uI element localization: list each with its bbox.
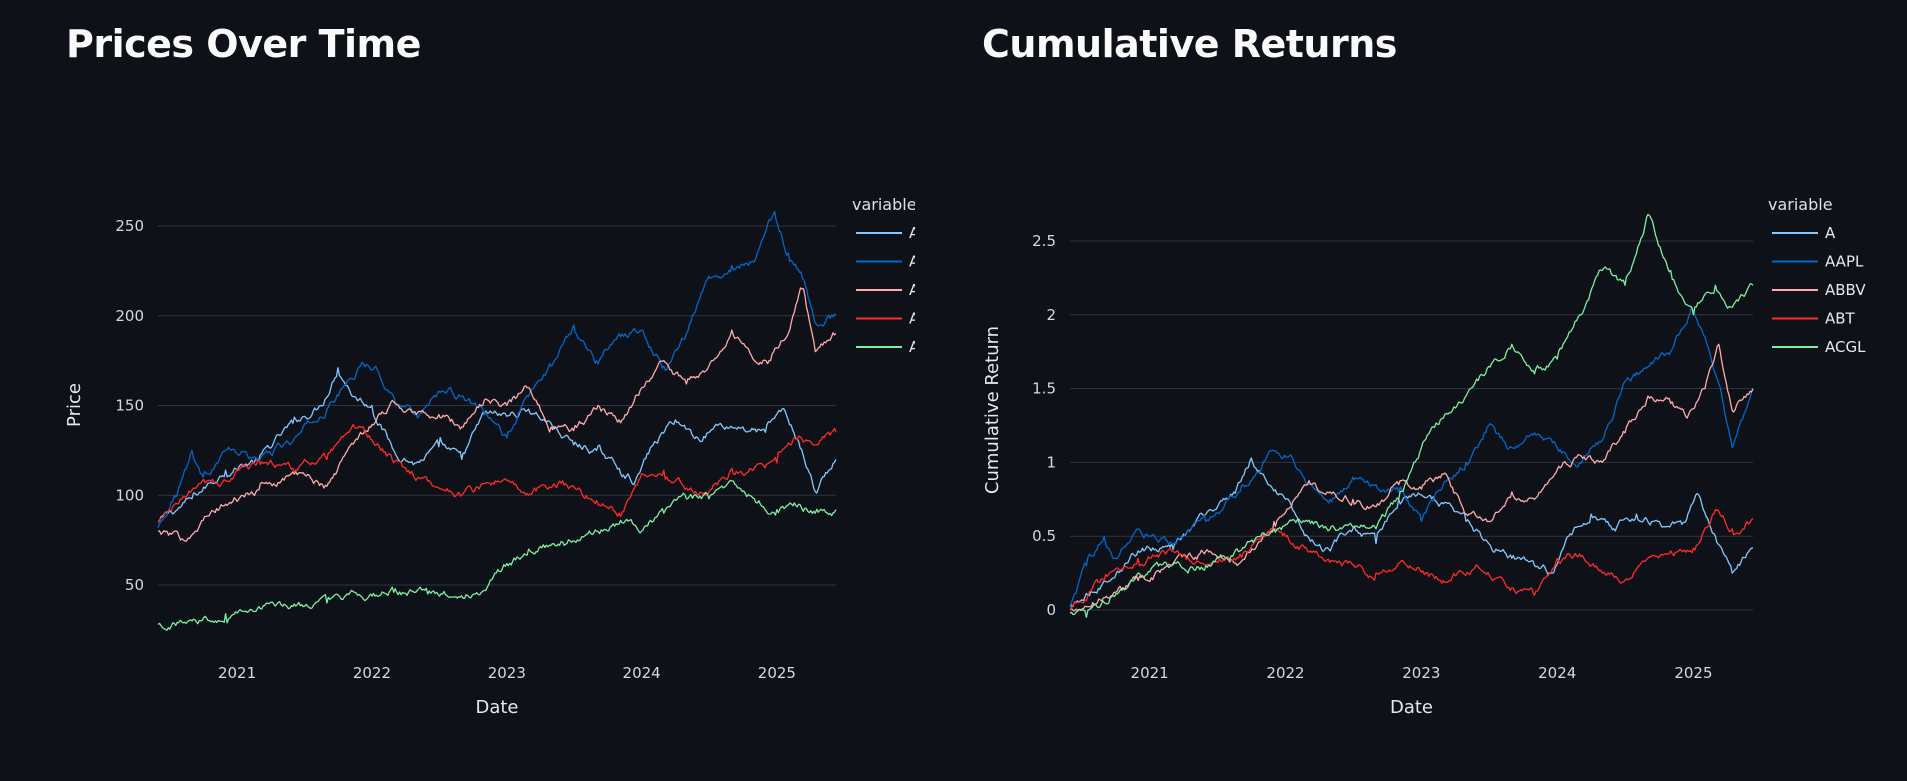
legend-label: A: [1825, 224, 1836, 242]
y-axis-title: Cumulative Return: [982, 326, 1003, 494]
x-tick-label: 2023: [1402, 664, 1440, 682]
legend-label: A: [909, 224, 915, 242]
y-tick-label: 0.5: [1032, 527, 1056, 545]
legend-item-abt[interactable]: ABT: [1772, 310, 1856, 328]
legend-label: ABT: [909, 310, 915, 328]
legend-label: ABT: [1825, 310, 1856, 328]
series-line-abbv[interactable]: [157, 287, 837, 542]
series-line-abt[interactable]: [157, 423, 837, 523]
legend-label: ABBV: [1825, 281, 1866, 299]
legend-title: variable: [852, 195, 915, 214]
y-axis-title: Price: [64, 383, 85, 427]
x-tick-label: 2022: [1266, 664, 1304, 682]
x-tick-label: 2024: [1538, 664, 1576, 682]
y-tick-label: 2.5: [1032, 232, 1056, 250]
legend-label: ACGL: [909, 338, 915, 356]
series-line-abt[interactable]: [1069, 508, 1754, 611]
x-tick-label: 2022: [353, 664, 391, 682]
legend-item-a[interactable]: A: [856, 224, 915, 242]
chart-title-prices: Prices Over Time: [66, 22, 421, 66]
legend-title: variable: [1768, 195, 1833, 214]
x-axis-title: Date: [1390, 697, 1433, 718]
legend-item-abt[interactable]: ABT: [856, 310, 915, 328]
legend-item-acgl[interactable]: ACGL: [856, 338, 915, 356]
series-line-aapl[interactable]: [1069, 306, 1754, 608]
x-tick-label: 2021: [1131, 664, 1169, 682]
legend-item-abbv[interactable]: ABBV: [1772, 281, 1866, 299]
y-tick-label: 1: [1046, 453, 1056, 471]
y-tick-label: 1.5: [1032, 380, 1056, 398]
x-tick-label: 2025: [758, 664, 796, 682]
y-tick-label: 200: [115, 307, 144, 325]
series-line-a[interactable]: [157, 367, 837, 523]
legend-item-abbv[interactable]: ABBV: [856, 281, 915, 299]
prices-over-time-panel: Prices Over Time 50 100 150 200 250 2021 2022 2…: [0, 0, 915, 781]
y-tick-label: 250: [115, 217, 144, 235]
x-tick-label: 2021: [218, 664, 256, 682]
legend-item-a[interactable]: A: [1772, 224, 1836, 242]
y-tick-label: 150: [115, 397, 144, 415]
series-line-a[interactable]: [1069, 457, 1754, 608]
y-tick-label: 2: [1046, 306, 1056, 324]
series-line-aapl[interactable]: [157, 210, 837, 528]
legend-label: ABBV: [909, 281, 915, 299]
legend-label: AAPL: [1825, 253, 1864, 271]
series-line-acgl[interactable]: [1069, 213, 1754, 619]
cumulative-returns-panel: Cumulative Returns 0 0.5 1 1.5 2 2.5 2021 2022 2…: [915, 0, 1866, 781]
x-tick-label: 2023: [488, 664, 526, 682]
legend-item-aapl[interactable]: AAPL: [1772, 253, 1864, 271]
x-tick-label: 2025: [1674, 664, 1712, 682]
y-tick-label: 0: [1046, 601, 1056, 619]
legend-item-acgl[interactable]: ACGL: [1772, 338, 1866, 356]
legend-label: AAPL: [909, 253, 915, 271]
y-tick-label: 50: [125, 576, 144, 594]
x-axis-title: Date: [475, 697, 518, 718]
chart-title-returns: Cumulative Returns: [982, 22, 1397, 66]
series-line-acgl[interactable]: [157, 479, 837, 631]
legend-item-aapl[interactable]: AAPL: [856, 253, 915, 271]
series-line-abbv[interactable]: [1069, 343, 1754, 612]
legend-label: ACGL: [1825, 338, 1866, 356]
x-tick-label: 2024: [623, 664, 661, 682]
y-tick-label: 100: [115, 486, 144, 504]
prices-line-chart[interactable]: 50 100 150 200 250 2021 2022 2023 2024 2025 Date Pr…: [0, 0, 915, 781]
